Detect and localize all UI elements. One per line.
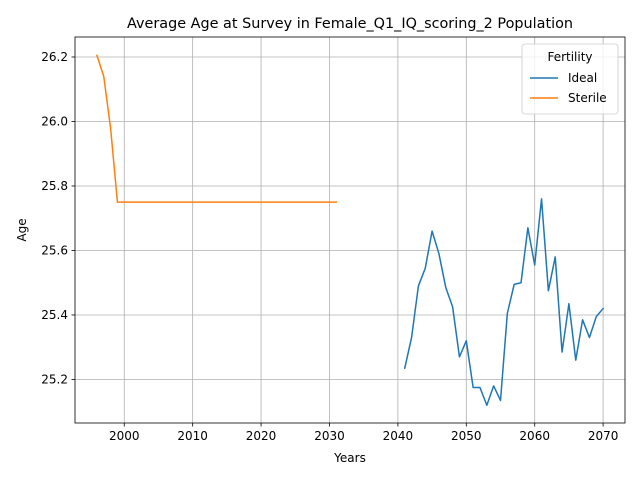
x-tick-label: 2010 [177, 429, 208, 443]
legend-title: Fertility [547, 50, 592, 64]
x-tick-label: 2020 [246, 429, 277, 443]
legend-label-sterile: Sterile [568, 91, 607, 105]
legend-label-ideal: Ideal [568, 71, 597, 85]
x-tick-label: 2050 [451, 429, 482, 443]
y-axis-title: Age [15, 218, 29, 241]
y-tick-label: 25.4 [41, 308, 68, 322]
legend: Fertility Ideal Sterile [521, 43, 619, 115]
plot-area-frame [74, 36, 626, 424]
x-tick-label: 2000 [109, 429, 140, 443]
series-lines [95, 54, 605, 407]
y-tick-label: 25.2 [41, 372, 68, 386]
x-tick-label: 2060 [519, 429, 550, 443]
y-tick-label: 26.2 [41, 50, 68, 64]
chart-title: Average Age at Survey in Female_Q1_IQ_sc… [127, 16, 573, 32]
x-tick-label: 2030 [314, 429, 345, 443]
x-tick-label: 2040 [383, 429, 414, 443]
y-tick-label: 26.0 [41, 114, 68, 128]
x-axis-title: Years [333, 451, 366, 465]
x-tick-label: 2070 [588, 429, 619, 443]
y-tick-label: 25.6 [41, 243, 68, 257]
series-line-sterile [95, 54, 338, 203]
legend-box [521, 43, 619, 115]
axis-ticks: 2000 2010 2020 2030 2040 2050 2060 2070 25.2 25.4… [41, 50, 618, 443]
y-tick-label: 25.8 [41, 179, 68, 193]
series-line-ideal [403, 198, 605, 407]
